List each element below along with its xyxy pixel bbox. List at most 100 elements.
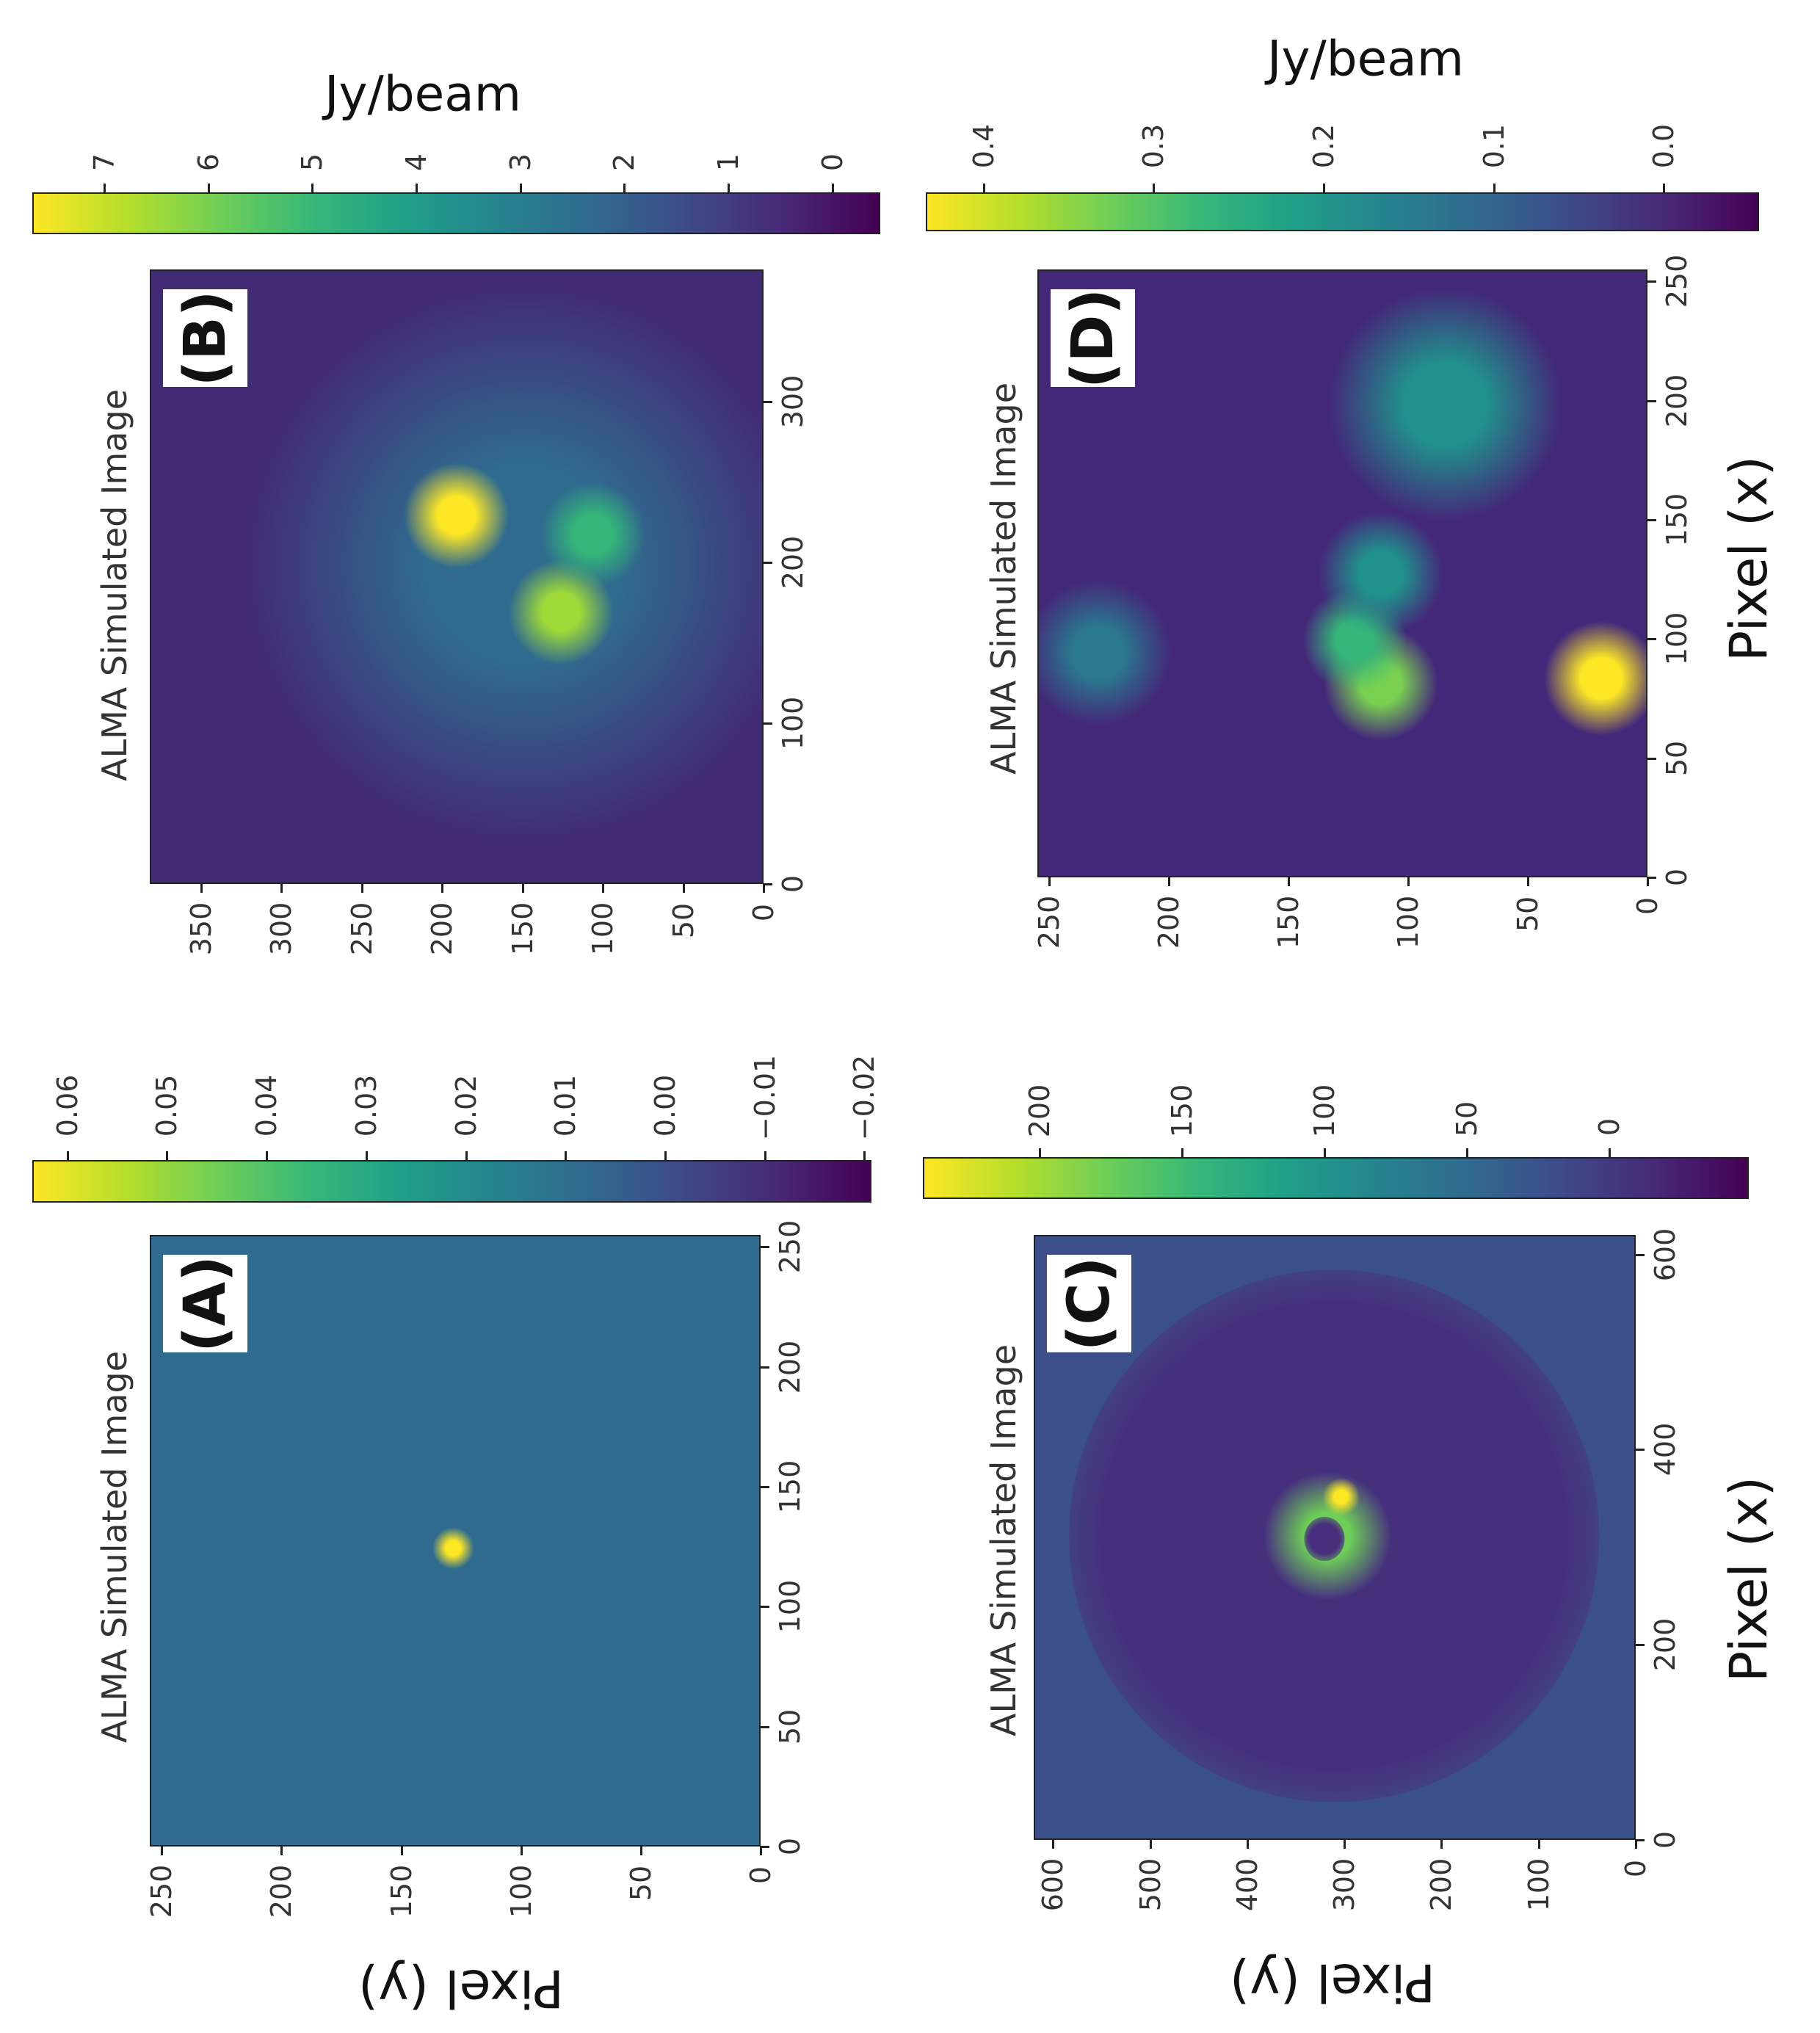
y-tick-mark bbox=[1288, 877, 1291, 886]
colorbar-tick-mark bbox=[365, 1151, 368, 1160]
x-tick-label: 150 bbox=[1661, 493, 1693, 547]
x-tick-label: 200 bbox=[774, 1340, 806, 1394]
colorbar-tick-mark bbox=[66, 1151, 69, 1160]
colorbar-tick-label: 6 bbox=[192, 153, 225, 172]
y-tick-label: 150 bbox=[385, 1864, 418, 1918]
x-tick-mark bbox=[761, 1486, 769, 1488]
x-tick-label: 100 bbox=[774, 1580, 806, 1634]
colorbar-tick-mark bbox=[1663, 184, 1666, 192]
x-tick-label: 0 bbox=[1649, 1830, 1681, 1849]
colorbar-tick-mark bbox=[311, 184, 314, 192]
x-axis-label: Pixel (x) bbox=[1719, 455, 1779, 662]
panel-label-text: (A) bbox=[172, 1255, 239, 1352]
source-blob bbox=[1543, 620, 1646, 736]
colorbar-tick-mark bbox=[1153, 184, 1156, 192]
colorbar-tick-label: 0 bbox=[816, 153, 849, 172]
colorbar-tick-label: 0.05 bbox=[151, 1074, 184, 1137]
y-tick-mark bbox=[1052, 1840, 1055, 1849]
colorbar bbox=[32, 192, 880, 234]
source-blob bbox=[540, 482, 647, 588]
x-tick-label: 250 bbox=[774, 1220, 806, 1274]
heatmap-panel-c bbox=[1034, 1235, 1636, 1840]
colorbar-tick-mark bbox=[831, 184, 834, 192]
colorbar-tick-label: −0.01 bbox=[748, 1054, 781, 1141]
y-tick-label: 100 bbox=[1522, 1858, 1555, 1912]
source-blob bbox=[403, 462, 510, 569]
heatmap-panel-b bbox=[150, 269, 764, 884]
x-tick-mark bbox=[1647, 280, 1656, 283]
colorbar-tick-mark bbox=[664, 1151, 667, 1160]
y-tick-mark bbox=[280, 884, 283, 893]
colorbar-tick-label: −0.02 bbox=[848, 1054, 881, 1141]
x-tick-mark bbox=[764, 883, 772, 885]
y-tick-mark bbox=[639, 1847, 642, 1855]
y-tick-mark bbox=[520, 1847, 523, 1855]
y-tick-label: 250 bbox=[345, 902, 378, 956]
y-tick-label: 250 bbox=[1033, 895, 1066, 949]
colorbar-tick-mark bbox=[1493, 184, 1495, 192]
colorbar-tick-mark bbox=[1323, 1148, 1326, 1157]
colorbar-tick-mark bbox=[1323, 184, 1326, 192]
panel-label-text: (C) bbox=[1056, 1256, 1123, 1351]
colorbar-tick-label: 150 bbox=[1166, 1084, 1199, 1138]
colorbar-tick-label: 0.02 bbox=[449, 1074, 482, 1137]
source-blob bbox=[432, 1526, 474, 1570]
y-tick-label: 150 bbox=[506, 902, 539, 956]
colorbar-tick-label: 0.2 bbox=[1308, 123, 1341, 169]
y-tick-label: 400 bbox=[1230, 1858, 1264, 1912]
x-tick-mark bbox=[761, 1846, 769, 1848]
x-tick-mark bbox=[761, 1246, 769, 1249]
x-tick-label: 0 bbox=[1661, 868, 1693, 887]
x-tick-label: 50 bbox=[774, 1708, 806, 1744]
y-tick-mark bbox=[1168, 877, 1171, 886]
colorbar-tick-label: 1 bbox=[712, 153, 745, 172]
y-tick-label: 300 bbox=[265, 902, 298, 956]
source-blob bbox=[1327, 286, 1564, 523]
y-tick-mark bbox=[760, 1847, 762, 1855]
y-tick-label: 200 bbox=[265, 1864, 298, 1918]
colorbar-tick-label: 5 bbox=[296, 153, 329, 172]
colorbar-tick-mark bbox=[207, 184, 210, 192]
y-tick-mark bbox=[1149, 1840, 1152, 1849]
source-blob bbox=[1318, 510, 1444, 637]
y-tick-mark bbox=[360, 884, 363, 893]
y-tick-label: 0 bbox=[744, 1866, 777, 1885]
colorbar-tick-label: 0.1 bbox=[1477, 123, 1510, 169]
colorbar-tick-mark bbox=[465, 1151, 468, 1160]
panel-label: (A) bbox=[163, 1255, 247, 1352]
x-tick-label: 400 bbox=[1649, 1423, 1681, 1476]
colorbar-tick-label: 200 bbox=[1023, 1084, 1056, 1138]
x-tick-mark bbox=[1647, 877, 1656, 879]
y-tick-label: 50 bbox=[624, 1865, 657, 1902]
y-axis-label: Pixel (y) bbox=[358, 1958, 565, 2018]
colorbar-tick-label: 0.01 bbox=[549, 1074, 582, 1137]
x-tick-label: 50 bbox=[1661, 740, 1693, 776]
y-tick-label: 0 bbox=[1620, 1859, 1652, 1878]
x-tick-mark bbox=[764, 561, 772, 564]
colorbar-tick-label: 2 bbox=[608, 153, 641, 172]
x-tick-mark bbox=[761, 1366, 769, 1369]
colorbar-tick-mark bbox=[266, 1151, 268, 1160]
y-tick-label: 200 bbox=[426, 902, 459, 956]
colorbar-tick-label: 0 bbox=[1592, 1117, 1625, 1137]
plot-title: ALMA Simulated Image bbox=[95, 1350, 134, 1744]
colorbar-tick-mark bbox=[982, 184, 985, 192]
y-tick-mark bbox=[682, 884, 685, 893]
y-tick-mark bbox=[763, 884, 765, 893]
x-tick-mark bbox=[764, 400, 772, 403]
y-tick-label: 300 bbox=[1328, 1858, 1361, 1912]
x-tick-mark bbox=[1636, 1839, 1645, 1841]
y-tick-mark bbox=[1527, 877, 1530, 886]
x-tick-label: 600 bbox=[1649, 1228, 1681, 1281]
colorbar-tick-label: 100 bbox=[1308, 1084, 1341, 1138]
colorbar bbox=[926, 192, 1759, 231]
y-tick-label: 200 bbox=[1425, 1858, 1458, 1912]
colorbar-label: Jy/beam bbox=[1267, 30, 1464, 87]
colorbar-tick-label: 0.04 bbox=[250, 1074, 283, 1137]
colorbar-tick-label: 7 bbox=[87, 153, 120, 172]
colorbar-tick-label: 0.0 bbox=[1647, 123, 1681, 169]
y-tick-mark bbox=[200, 884, 203, 893]
y-tick-mark bbox=[161, 1847, 164, 1855]
colorbar-tick-mark bbox=[415, 184, 418, 192]
colorbar-tick-label: 0.03 bbox=[349, 1074, 383, 1137]
